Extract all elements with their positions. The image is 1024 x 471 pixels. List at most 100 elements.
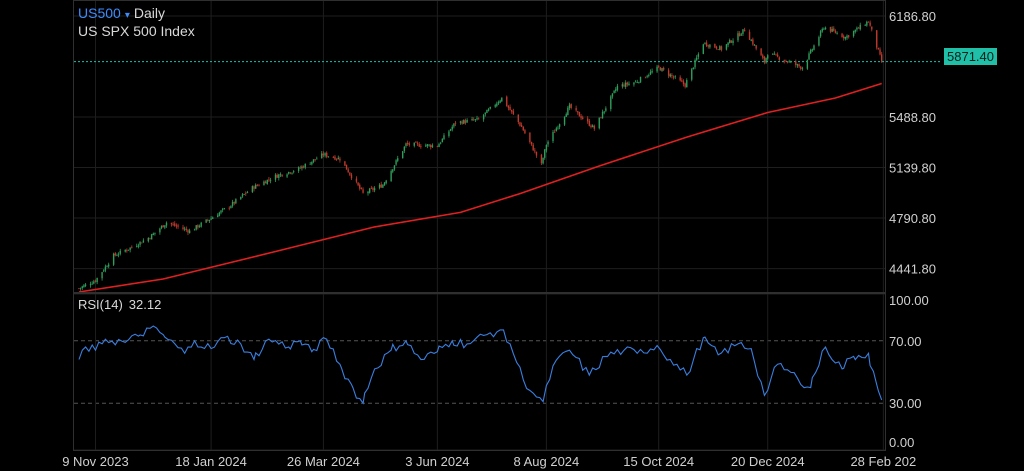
candle-body <box>360 187 363 190</box>
candle-body <box>517 114 520 123</box>
candle-body <box>91 283 93 285</box>
chevron-down-icon[interactable]: ▾ <box>124 10 130 21</box>
candle-body <box>443 135 445 140</box>
candle-body <box>841 33 843 38</box>
candle-body <box>719 46 721 50</box>
candle-body <box>578 111 581 117</box>
candle-body <box>748 31 751 40</box>
candle-body <box>286 174 288 177</box>
candle-body <box>544 149 546 158</box>
candle-body <box>646 76 648 77</box>
candle-body <box>451 126 453 130</box>
candle-body <box>658 66 660 68</box>
candle-body <box>311 161 313 165</box>
candle-body <box>565 114 567 117</box>
candle-body <box>258 185 260 187</box>
candle-body <box>511 109 513 112</box>
candle-body <box>129 247 131 250</box>
candle-body <box>185 228 188 230</box>
candle-body <box>380 184 382 188</box>
candle-body <box>362 189 364 193</box>
candle-body <box>385 180 387 184</box>
candle-body <box>553 132 556 133</box>
price-tick-label: 5488.80 <box>889 110 936 125</box>
candle-body <box>507 105 510 108</box>
candle-body <box>623 84 625 87</box>
symbol-name[interactable]: US500 <box>78 5 121 21</box>
candle-body <box>281 174 283 177</box>
candle-body <box>124 250 126 252</box>
candle-body <box>334 156 336 160</box>
candle-body <box>727 42 729 46</box>
candle-body <box>482 115 485 120</box>
candle-body <box>373 188 376 191</box>
moving-average-line <box>78 82 882 293</box>
candle-body <box>499 100 501 103</box>
candle-body <box>487 109 490 111</box>
candle-body <box>484 112 486 115</box>
candle-body <box>852 31 855 37</box>
candle-body <box>563 116 566 125</box>
candle-body <box>187 230 189 233</box>
date-tick-label: 15 Oct 2024 <box>623 454 694 469</box>
candle-body <box>274 174 277 180</box>
candle-body <box>350 174 353 179</box>
candle-body <box>193 229 196 231</box>
candle-body <box>359 184 361 189</box>
candle-body <box>854 29 856 32</box>
candle-body <box>605 108 607 111</box>
candle-body <box>403 146 406 151</box>
price-tick-label: 4441.80 <box>889 262 936 277</box>
candle-body <box>207 219 209 221</box>
candle-body <box>672 76 675 78</box>
candle-body <box>131 246 133 248</box>
candle-body <box>436 145 439 147</box>
candle-body <box>425 145 427 147</box>
rsi-indicator-name: RSI(14) <box>78 297 123 312</box>
candle-body <box>808 53 810 60</box>
candle-body <box>357 182 359 186</box>
candle-body <box>692 67 695 69</box>
candle-body <box>497 102 500 104</box>
candle-body <box>615 89 617 92</box>
candle-body <box>545 144 548 151</box>
candle-body <box>355 178 358 182</box>
candle-body <box>314 159 316 160</box>
candle-body <box>212 217 214 219</box>
candle-body <box>836 33 838 34</box>
candle-body <box>540 154 543 163</box>
candle-body <box>800 66 802 69</box>
candle-body <box>174 223 176 226</box>
symbol-header[interactable]: US500 ▾ Daily <box>78 5 165 21</box>
candle-body <box>760 48 762 56</box>
candle-body <box>327 156 330 158</box>
candle-body <box>231 201 234 206</box>
candle-body <box>520 125 523 127</box>
date-tick-label: 28 Feb 202 <box>850 454 916 469</box>
candle-body <box>332 157 335 158</box>
candle-body <box>811 49 814 51</box>
candle-body <box>557 127 559 129</box>
candle-body <box>160 225 163 229</box>
axis-layer: 6186.80 5488.80 5139.80 4790.80 4441.80 100.0… <box>62 9 936 469</box>
candle-body <box>819 31 822 37</box>
candle-body <box>372 188 374 190</box>
candle-body <box>183 228 186 230</box>
timeframe-label[interactable]: Daily <box>133 5 165 21</box>
candle-body <box>170 222 173 225</box>
candles-layer <box>78 20 883 291</box>
candle-body <box>752 39 754 45</box>
candle-body <box>198 226 201 227</box>
price-tick-label: 6186.80 <box>889 9 936 24</box>
candle-body <box>397 158 399 161</box>
candle-body <box>580 116 582 119</box>
date-tick-label: 8 Aug 2024 <box>513 454 579 469</box>
candle-body <box>844 37 847 39</box>
candle-body <box>96 277 98 283</box>
candle-body <box>254 184 257 189</box>
candle-body <box>459 121 462 123</box>
candle-body <box>94 280 97 282</box>
candle-body <box>709 44 711 48</box>
candle-body <box>289 172 292 174</box>
